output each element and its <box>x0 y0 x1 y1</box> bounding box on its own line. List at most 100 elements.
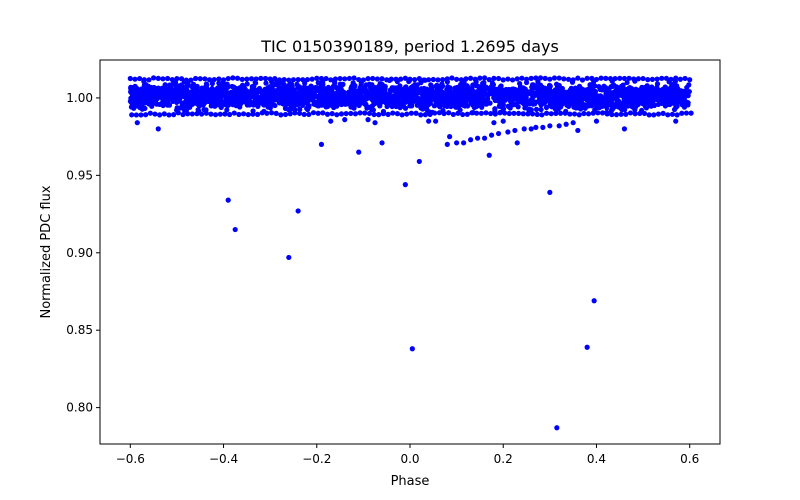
data-point <box>663 75 669 81</box>
data-point <box>300 77 306 83</box>
data-point <box>388 76 394 82</box>
data-point-outlier <box>286 254 292 261</box>
data-point <box>604 111 610 117</box>
data-point <box>155 75 161 81</box>
data-point <box>500 77 506 83</box>
x-tick-label: −0.2 <box>302 452 331 466</box>
data-point <box>211 76 217 83</box>
data-point <box>557 94 563 100</box>
data-point-outlier <box>328 118 334 124</box>
data-point <box>240 86 246 92</box>
data-point <box>632 111 638 117</box>
y-axis-ticks: 0.80 0.85 0.90 0.95 1.00 <box>66 91 100 415</box>
data-point-outlier <box>365 117 371 123</box>
data-point <box>312 102 319 108</box>
data-point <box>274 88 281 94</box>
data-point <box>289 83 295 90</box>
data-point <box>206 77 213 83</box>
data-point <box>507 98 514 104</box>
data-point <box>553 94 559 101</box>
data-point <box>209 89 215 96</box>
data-point-outlier <box>318 141 325 147</box>
data-point-outlier <box>426 118 432 124</box>
data-point <box>293 92 299 98</box>
data-point <box>296 83 302 90</box>
data-point <box>531 83 537 89</box>
data-point <box>428 95 434 101</box>
data-point <box>617 75 623 81</box>
data-point <box>520 89 526 96</box>
y-tick-label: 0.80 <box>66 401 93 415</box>
data-point <box>538 96 544 102</box>
data-point <box>464 111 470 117</box>
data-point <box>128 95 134 101</box>
data-point <box>281 77 287 83</box>
data-point <box>414 82 420 88</box>
data-point <box>282 111 289 118</box>
data-point <box>342 98 349 104</box>
data-point <box>556 75 562 81</box>
data-point <box>315 110 321 116</box>
data-point-outlier <box>444 141 450 147</box>
data-point <box>468 75 474 81</box>
data-point <box>608 102 615 108</box>
data-point <box>264 110 270 116</box>
x-tick-label: 0.0 <box>400 452 419 466</box>
data-point <box>194 111 200 117</box>
data-point <box>258 75 264 81</box>
data-point <box>265 98 272 104</box>
data-point <box>469 96 475 102</box>
data-point <box>225 75 231 82</box>
data-point <box>611 92 617 99</box>
data-point <box>481 75 488 81</box>
data-point <box>674 103 680 109</box>
data-point <box>408 110 414 116</box>
data-point <box>593 94 600 100</box>
data-point <box>322 86 328 92</box>
data-point <box>154 101 160 107</box>
data-point <box>561 76 567 82</box>
data-point <box>627 101 633 107</box>
data-point <box>640 75 646 82</box>
data-point <box>435 77 441 83</box>
data-point <box>557 110 564 116</box>
data-point <box>486 87 493 93</box>
data-point <box>348 92 354 98</box>
data-point-outlier <box>491 120 497 126</box>
data-point <box>196 95 202 101</box>
data-point <box>286 77 292 83</box>
data-point <box>207 94 214 101</box>
data-point <box>141 77 147 83</box>
data-point <box>415 87 421 93</box>
data-point <box>324 111 331 117</box>
data-point <box>338 111 345 117</box>
data-point <box>537 75 544 81</box>
data-point <box>189 111 195 117</box>
data-point <box>394 111 401 117</box>
data-point <box>669 92 675 98</box>
data-point-outlier <box>514 140 520 146</box>
data-point <box>611 82 617 88</box>
data-point <box>468 100 474 106</box>
data-point <box>643 95 649 102</box>
data-point <box>619 105 626 111</box>
data-point <box>446 110 452 116</box>
data-point <box>259 94 265 100</box>
data-point <box>618 111 624 117</box>
data-point <box>245 111 251 118</box>
data-point <box>304 76 311 83</box>
data-point <box>247 98 253 104</box>
data-point <box>154 93 160 99</box>
data-point <box>359 95 365 101</box>
data-point <box>519 99 525 105</box>
data-point <box>481 100 487 106</box>
data-point <box>159 95 166 101</box>
data-point <box>683 100 689 107</box>
data-point <box>372 86 378 92</box>
data-point <box>686 82 692 88</box>
data-point <box>658 97 664 103</box>
data-point <box>357 85 363 91</box>
data-point <box>176 90 182 96</box>
data-point <box>393 76 399 82</box>
